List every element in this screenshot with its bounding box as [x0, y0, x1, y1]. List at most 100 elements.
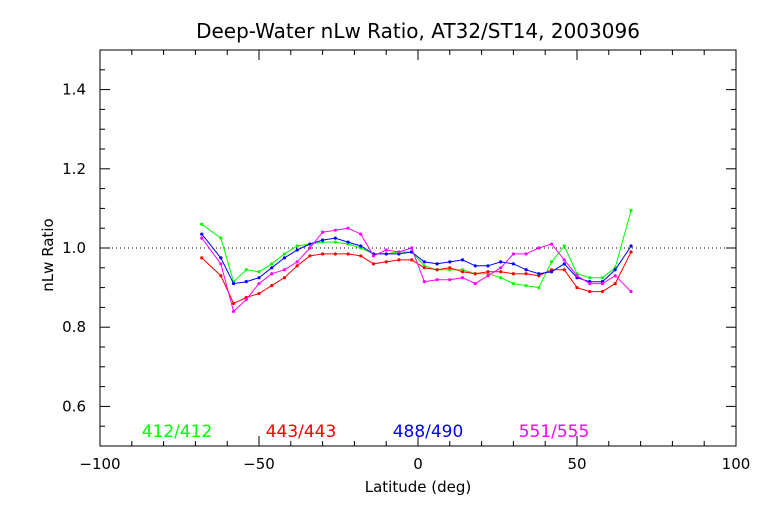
data-point — [282, 268, 287, 272]
data-point — [549, 242, 554, 246]
data-point — [499, 266, 503, 270]
data-point — [410, 246, 414, 250]
data-point — [435, 268, 439, 272]
data-point — [511, 252, 515, 256]
data-point — [486, 274, 490, 278]
data-point — [270, 262, 274, 266]
series-443-443 — [200, 250, 633, 306]
data-point — [333, 252, 337, 256]
data-point — [282, 276, 287, 280]
data-point — [613, 268, 617, 272]
data-point — [511, 262, 515, 266]
series-551-555 — [200, 226, 633, 313]
data-point — [219, 262, 223, 266]
data-point — [562, 244, 566, 248]
data-point — [511, 282, 515, 286]
data-point — [270, 266, 274, 270]
series-group — [200, 208, 633, 313]
data-point — [600, 276, 605, 280]
data-point — [333, 240, 337, 244]
data-point — [537, 246, 541, 250]
data-point — [629, 250, 633, 254]
data-point — [422, 280, 426, 284]
data-point — [448, 278, 452, 282]
data-point — [200, 236, 204, 240]
y-tick-label: 1.0 — [62, 239, 86, 257]
data-point — [629, 208, 633, 212]
data-point — [549, 260, 554, 264]
data-point — [244, 297, 248, 302]
chart-title: Deep-Water nLw Ratio, AT32/ST14, 2003096 — [196, 19, 640, 43]
data-point — [422, 260, 426, 264]
data-point — [562, 262, 566, 266]
data-point — [200, 256, 204, 260]
data-point — [333, 236, 337, 240]
data-point — [549, 270, 554, 274]
data-point — [524, 284, 528, 288]
data-point — [200, 232, 204, 236]
data-point — [244, 268, 248, 272]
data-point — [537, 272, 541, 276]
x-tick-label: 0 — [413, 455, 423, 473]
data-point — [257, 276, 261, 280]
data-point — [257, 270, 261, 274]
series-412-412 — [200, 208, 633, 290]
data-point — [231, 301, 236, 306]
data-point — [346, 226, 350, 230]
data-point — [257, 282, 261, 286]
data-point — [524, 252, 528, 256]
data-point — [359, 254, 363, 258]
legend-entry: 412/412 — [142, 422, 213, 442]
data-point — [524, 272, 528, 276]
data-point — [562, 268, 566, 272]
legend-entry: 443/443 — [266, 422, 337, 442]
data-point — [448, 266, 452, 270]
data-point — [371, 262, 376, 266]
series-line — [201, 210, 632, 289]
x-tick-label: −50 — [243, 455, 275, 473]
data-point — [562, 258, 566, 262]
data-point — [308, 246, 312, 250]
data-point — [473, 264, 477, 268]
data-point — [600, 282, 605, 286]
data-point — [499, 270, 503, 274]
data-point — [435, 278, 439, 282]
data-point — [359, 232, 363, 236]
data-point — [410, 258, 414, 262]
x-tick-label: 50 — [567, 455, 586, 473]
data-point — [384, 260, 388, 264]
data-point — [460, 270, 465, 274]
data-point — [613, 274, 617, 278]
data-point — [537, 286, 541, 290]
data-point — [295, 264, 299, 268]
data-point — [346, 252, 350, 256]
data-point — [473, 272, 477, 276]
data-point — [422, 266, 426, 270]
data-point — [600, 289, 605, 294]
series-488-490 — [200, 232, 633, 286]
y-tick-label: 1.2 — [62, 160, 86, 178]
data-point — [613, 282, 617, 286]
data-point — [321, 230, 325, 234]
data-point — [588, 276, 592, 280]
data-point — [321, 238, 325, 242]
data-point — [257, 291, 261, 296]
data-point — [308, 254, 312, 258]
data-point — [244, 280, 248, 284]
data-point — [219, 256, 223, 260]
data-point — [629, 244, 633, 248]
data-point — [524, 268, 528, 272]
data-point — [219, 236, 223, 240]
data-point — [460, 258, 465, 262]
data-point — [384, 248, 388, 252]
data-point — [295, 260, 299, 264]
y-tick-label: 0.8 — [62, 318, 86, 336]
data-point — [333, 228, 337, 232]
y-axis-label: nLw Ratio — [39, 218, 57, 291]
data-point — [486, 270, 490, 274]
data-point — [575, 286, 579, 290]
data-point — [200, 222, 204, 226]
data-point — [588, 282, 592, 286]
y-tick-label: 0.6 — [62, 397, 86, 415]
data-point — [588, 289, 592, 294]
